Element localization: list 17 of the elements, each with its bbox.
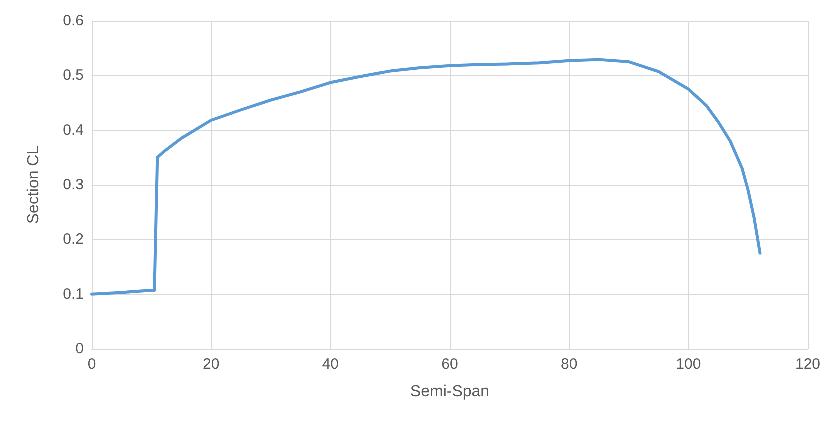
y-tick-label: 0 bbox=[76, 340, 84, 358]
x-tick-label: 100 bbox=[676, 356, 702, 373]
x-tick-label: 120 bbox=[795, 356, 821, 373]
x-tick-label: 40 bbox=[322, 356, 340, 373]
y-tick-label: 0.3 bbox=[63, 176, 84, 194]
y-tick-label: 0.2 bbox=[63, 231, 84, 248]
line-series bbox=[90, 58, 762, 296]
y-tick-label: 0.6 bbox=[63, 12, 84, 30]
y-tick-label: 0.1 bbox=[63, 286, 84, 303]
x-tick-label: 20 bbox=[202, 356, 220, 373]
y-axis-title: Section CL bbox=[26, 146, 42, 224]
x-tick-label: 0 bbox=[88, 356, 96, 373]
x-axis-title: Semi-Span bbox=[410, 384, 490, 400]
x-tick-label: 60 bbox=[442, 356, 458, 373]
y-tick-label: 0.4 bbox=[63, 122, 84, 139]
y-tick-label: 0.5 bbox=[63, 67, 84, 84]
x-tick-label: 80 bbox=[560, 356, 578, 373]
